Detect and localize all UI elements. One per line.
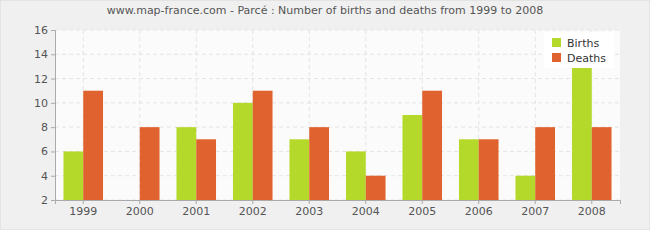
legend-label: Deaths [567,52,606,65]
bar [459,139,479,200]
grid [55,30,620,200]
plot: 2 4 6 8 10 12 14 16 1999 2000 2001 2002 2003 2004 2005… [34,24,621,218]
tick: 2001 [182,200,210,218]
tick-label: 2002 [239,205,267,218]
tick: 2005 [408,200,436,218]
tick: 2007 [521,200,549,218]
bar [140,127,160,200]
bar [592,127,612,200]
legend-swatch [552,53,561,62]
bar [346,151,366,200]
plot-area [55,30,620,200]
tick-mark [535,200,536,204]
tick: 6 [41,145,55,158]
tick: 10 [34,97,55,110]
tick-mark [51,103,55,104]
tick-label: 4 [41,170,48,183]
tick-mark [51,176,55,177]
tick-label: 2007 [521,205,549,218]
tick: 2 [41,194,55,207]
bar [253,91,273,200]
tick-mark [196,200,197,204]
bar [479,139,499,200]
background [0,0,650,230]
tick-mark [51,200,55,201]
bar [366,176,386,200]
tick-mark [51,30,55,31]
tick-mark [51,151,55,152]
tick-label: 10 [34,97,48,110]
tick-label: 2000 [126,205,154,218]
tick-mark [51,79,55,80]
tick: 4 [41,170,55,183]
grid-line [55,78,620,79]
tick: 2003 [295,200,323,218]
tick: 2002 [239,200,267,218]
tick-label: 2006 [465,205,493,218]
tick-mark [51,54,55,55]
legend-entry: Deaths [552,52,606,65]
tick: 2000 [126,200,154,218]
tick-label: 8 [41,121,48,134]
tick: 2006 [465,200,493,218]
tick-label: 16 [34,24,48,37]
tick-label: 2001 [182,205,210,218]
tick: 2008 [578,200,606,218]
tick-mark [422,200,423,204]
bar [176,127,196,200]
x-axis: 1999 2000 2001 2002 2003 2004 2005 2006 2007 2008 [56,200,621,218]
tick-mark [51,127,55,128]
bar [309,127,329,200]
axis-line [51,31,56,201]
bar [289,139,309,200]
tick-label: 2004 [352,205,380,218]
bar [422,91,442,200]
tick-mark [309,200,310,204]
tick-label: 2005 [408,205,436,218]
tick: 16 [34,24,55,37]
bar [83,91,103,200]
tick: 1999 [69,200,97,218]
tick-mark [83,200,84,204]
series [63,66,591,200]
legend-label: Births [567,37,599,50]
bar [63,151,83,200]
tick-label: 1999 [69,205,97,218]
axis-line [56,201,621,205]
bar [572,66,592,200]
bar [515,176,535,200]
tick-label: 2003 [295,205,323,218]
bar [402,115,422,200]
tick: 2004 [352,200,380,218]
grid-x [83,30,592,200]
bars [63,66,611,200]
tick-label: 6 [41,145,48,158]
bar [196,139,216,200]
chart: www.map-france.com - Parcé : Number of b… [0,0,650,230]
tick-mark [478,200,479,204]
bar [535,127,555,200]
tick-label: 14 [34,48,48,61]
tick-mark [591,200,592,204]
tick-label: 12 [34,73,48,86]
bar [233,103,253,200]
legend-entry: Births [552,37,599,50]
tick-mark [365,200,366,204]
tick-label: 2008 [578,205,606,218]
tick: 14 [34,48,55,61]
tick-label: 2 [41,194,48,207]
legend-box [544,32,614,68]
legend: Births Deaths [544,32,614,68]
tick: 12 [34,73,55,86]
tick-mark [139,200,140,204]
series [83,91,611,200]
tick-mark [252,200,253,204]
bar [120,200,140,201]
y-axis: 2 4 6 8 10 12 14 16 [34,24,56,207]
title: www.map-france.com - Parcé : Number of b… [107,4,544,17]
tick: 8 [41,121,55,134]
legend-swatch [552,38,561,47]
